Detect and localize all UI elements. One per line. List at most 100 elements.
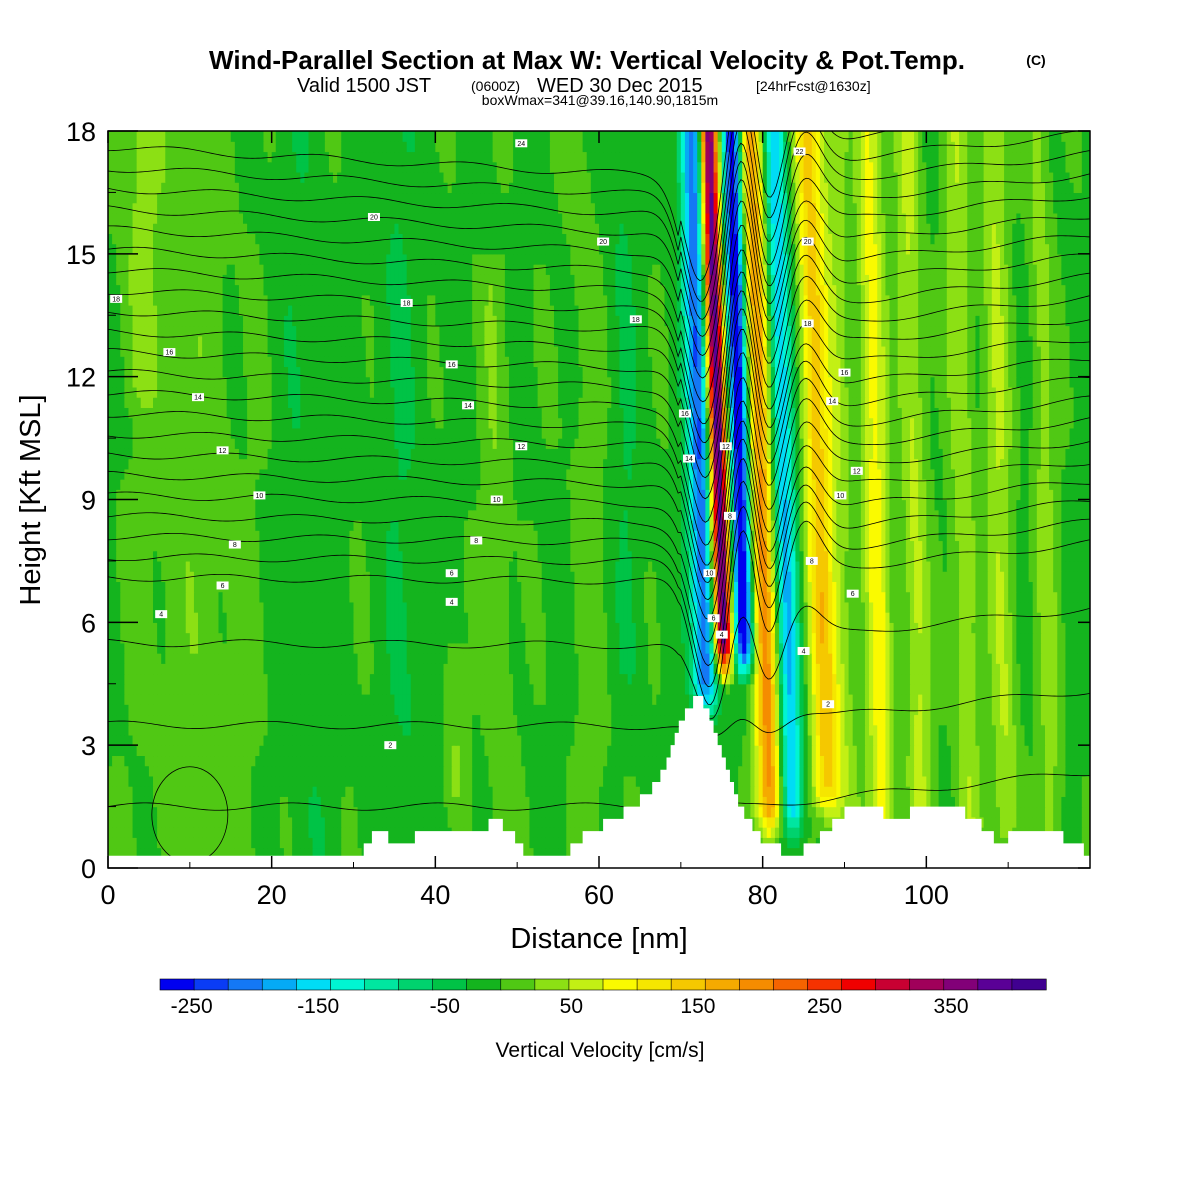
velocity-cell — [324, 734, 330, 746]
velocity-cell — [836, 714, 842, 726]
velocity-cell — [333, 663, 338, 675]
velocity-cell — [308, 683, 314, 695]
velocity-cell — [504, 673, 510, 685]
velocity-cell — [181, 693, 187, 705]
velocity-cell — [153, 663, 158, 675]
velocity-cell — [386, 786, 391, 797]
velocity-cell — [553, 745, 559, 757]
velocity-cell — [1053, 745, 1058, 757]
velocity-cell — [852, 745, 858, 757]
velocity-cell — [349, 714, 355, 726]
velocity-cell — [999, 693, 1005, 705]
velocity-cell — [108, 827, 113, 838]
velocity-cell — [983, 786, 989, 797]
velocity-cell — [378, 704, 383, 716]
velocity-cell — [496, 714, 502, 726]
velocity-cell — [333, 724, 338, 736]
velocity-cell — [562, 724, 567, 736]
velocity-cell — [181, 786, 187, 797]
velocity-cell — [860, 724, 866, 736]
velocity-cell — [754, 724, 760, 736]
velocity-cell — [787, 653, 792, 664]
velocity-cell — [288, 683, 293, 695]
velocity-cell — [558, 714, 563, 726]
velocity-cell — [578, 683, 584, 695]
velocity-cell — [247, 837, 252, 849]
velocity-cell — [312, 786, 318, 797]
velocity-cell — [226, 796, 232, 808]
velocity-cell — [942, 786, 948, 797]
velocity-cell — [885, 745, 891, 757]
velocity-cell — [1008, 755, 1013, 767]
velocity-cell — [856, 683, 862, 695]
velocity-cell — [1065, 734, 1071, 746]
velocity-cell — [304, 745, 310, 757]
velocity-cell — [938, 734, 944, 746]
velocity-cell — [390, 816, 396, 828]
velocity-cell — [803, 765, 809, 777]
velocity-cell — [259, 745, 265, 757]
velocity-cell — [288, 786, 293, 797]
velocity-cell — [165, 704, 170, 716]
velocity-cell — [852, 663, 858, 675]
velocity-cell — [480, 755, 486, 767]
velocity-cell — [263, 837, 269, 849]
velocity-cell — [840, 755, 846, 767]
velocity-cell — [508, 765, 514, 777]
velocity-cell — [1085, 704, 1090, 716]
velocity-cell — [774, 734, 780, 746]
velocity-cell — [198, 745, 203, 757]
velocity-cell — [578, 775, 584, 787]
velocity-cell — [770, 755, 776, 767]
velocity-cell — [537, 816, 543, 828]
velocity-cell — [909, 663, 915, 675]
velocity-cell — [435, 663, 441, 675]
velocity-cell — [922, 673, 927, 685]
velocity-cell — [1077, 714, 1083, 726]
velocity-cell — [1036, 786, 1042, 797]
velocity-cell — [402, 796, 408, 808]
velocity-cell — [705, 693, 711, 705]
velocity-cell — [1028, 775, 1034, 787]
velocity-cell — [656, 724, 661, 736]
velocity-cell — [979, 724, 985, 736]
velocity-cell — [762, 837, 768, 849]
velocity-cell — [979, 745, 985, 757]
velocity-cell — [644, 775, 649, 787]
velocity-cell — [320, 816, 326, 828]
velocity-cell — [537, 837, 543, 849]
velocity-cell — [251, 786, 256, 797]
velocity-cell — [320, 847, 326, 859]
velocity-cell — [676, 683, 682, 695]
velocity-cell — [259, 775, 265, 787]
velocity-cell — [349, 683, 355, 695]
velocity-cell — [848, 755, 854, 767]
velocity-cell — [680, 663, 686, 675]
velocity-cell — [259, 683, 265, 695]
velocity-cell — [815, 734, 821, 746]
velocity-cell — [619, 734, 625, 746]
velocity-cell — [455, 704, 461, 716]
velocity-cell — [1073, 796, 1079, 808]
velocity-cell — [758, 673, 764, 685]
velocity-cell — [799, 755, 805, 767]
velocity-cell — [333, 816, 338, 828]
velocity-cell — [423, 663, 428, 675]
velocity-cell — [504, 683, 510, 695]
velocity-cell — [357, 673, 363, 685]
velocity-cell — [243, 663, 248, 675]
velocity-cell — [202, 734, 207, 746]
velocity-cell — [247, 714, 252, 726]
velocity-cell — [480, 806, 486, 818]
velocity-cell — [811, 683, 817, 695]
velocity-cell — [746, 755, 751, 767]
velocity-cell — [787, 693, 792, 705]
velocity-cell — [967, 755, 972, 767]
velocity-cell — [893, 786, 899, 797]
velocity-cell — [995, 816, 1001, 828]
velocity-cell — [296, 704, 301, 716]
velocity-cell — [635, 683, 641, 695]
velocity-cell — [271, 693, 277, 705]
velocity-cell — [324, 837, 330, 849]
velocity-cell — [1077, 745, 1083, 757]
